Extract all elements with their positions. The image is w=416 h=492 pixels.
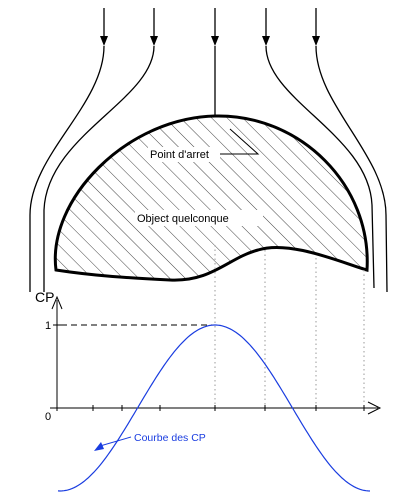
streamline-left-inner — [43, 45, 155, 292]
flow-arrow-4 — [262, 8, 270, 46]
cp-curve-label: Courbe des CP — [134, 432, 206, 444]
y-tick-label-zero: 0 — [45, 411, 51, 423]
y-axis-label: CP — [35, 289, 54, 305]
stagnation-point-label: Point d'arret — [150, 149, 209, 161]
flow-arrow-2 — [150, 8, 158, 46]
flow-arrows — [100, 8, 320, 46]
streamline-left-outer — [29, 45, 105, 292]
guide-lines — [214, 245, 365, 408]
flow-arrow-3 — [211, 8, 219, 46]
y-axis-arrowhead — [51, 295, 63, 310]
flow-arrow-1 — [100, 8, 108, 46]
cp-chart: CP 1 0 Courbe des CP — [35, 289, 382, 492]
stagnation-point-callout: Point d'arret — [148, 128, 260, 162]
flow-arrow-5 — [312, 8, 320, 46]
y-tick-label-max: 1 — [45, 320, 51, 332]
cp-curve — [57, 324, 371, 492]
x-ticks — [92, 405, 365, 411]
cp-curve-callout: Courbe des CP — [94, 432, 206, 451]
streamline-right-inner — [265, 45, 375, 289]
x-axis-arrowhead — [367, 401, 382, 415]
object-label: Object quelconque — [137, 213, 229, 225]
streamlines — [29, 45, 388, 293]
streamline-right-outer — [315, 45, 388, 293]
object-body — [53, 114, 369, 282]
